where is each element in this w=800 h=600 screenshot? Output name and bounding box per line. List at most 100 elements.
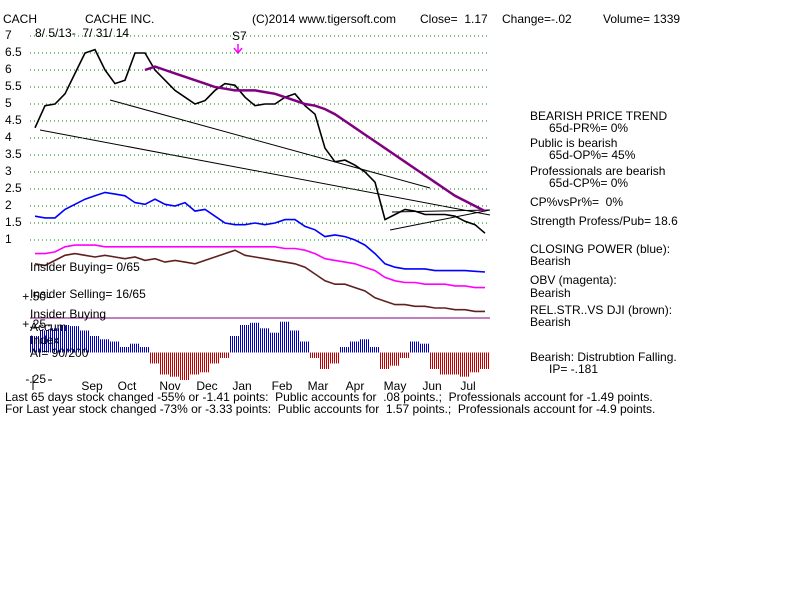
accum-bar: [50, 328, 60, 353]
x-tick-label: Sep: [81, 379, 103, 393]
y-tick-label: 1.5: [5, 215, 22, 229]
side-note: Professionals are bearish: [530, 164, 665, 178]
accum-bar: [120, 347, 130, 353]
accum-bar: [40, 330, 50, 353]
left-note: Insider Buying= 0/65: [30, 260, 140, 274]
y-tick-label: 5: [5, 96, 12, 110]
accum-bar: [130, 343, 140, 353]
accum-bar: [390, 352, 400, 366]
side-note: REL.STR..VS DJI (brown):: [530, 303, 672, 317]
accum-bar: [70, 326, 80, 353]
accum-bar: [230, 336, 240, 353]
trend-line: [109, 99, 431, 189]
accum-bar: [110, 341, 120, 353]
series-line: [144, 65, 486, 213]
signal: S7: [232, 29, 247, 43]
y-tick-label: 7: [5, 28, 12, 42]
accum-bar: [450, 352, 460, 375]
accum-bar: [160, 352, 170, 375]
side-note: IP= -.181: [549, 362, 598, 376]
accum-bar: [150, 352, 160, 364]
side-note: 65d-OP%= 45%: [549, 148, 636, 162]
side-note: BEARISH PRICE TREND: [530, 109, 667, 123]
accum-bar: [140, 347, 150, 353]
trend-line: [39, 129, 491, 216]
accum-bar: [310, 352, 320, 358]
left-note: Insider Buying: [30, 307, 106, 321]
close: Close= 1.17: [420, 12, 488, 26]
accum-bar: [440, 352, 450, 375]
y-tick-label: +.25: [22, 317, 46, 331]
accum-bar: [190, 352, 200, 375]
date-range: 8/ 5/13- 7/ 31/ 14: [35, 26, 129, 40]
y-tick-label: 5.5: [5, 79, 22, 93]
y-tick-label: 2.5: [5, 181, 22, 195]
accum-bar: [260, 328, 270, 353]
series-line: [35, 244, 485, 289]
accum-bar: [370, 347, 380, 353]
left-note: Accum: [30, 320, 67, 334]
change: Change=-.02: [502, 12, 572, 26]
side-note: Public is bearish: [530, 136, 617, 150]
series-line: [34, 249, 485, 313]
y-tick-label: 2: [5, 198, 12, 212]
side-note: CP%vsPr%= 0%: [530, 195, 623, 209]
accum-bar: [350, 341, 360, 353]
y-tick-label: 4: [5, 130, 12, 144]
side-note: CLOSING POWER (blue):: [530, 242, 670, 256]
y-tick-label: 6.5: [5, 45, 22, 59]
volume: Volume= 1339: [603, 12, 680, 26]
side-note: Bearish: [530, 286, 571, 300]
x-tick-label: Jan: [232, 379, 251, 393]
accum-bar: [280, 321, 290, 353]
accum-bar: [270, 332, 280, 353]
accum-bar: [320, 352, 330, 369]
accum-bar: [60, 325, 70, 353]
accum-bar: [400, 352, 410, 358]
accum-bar: [180, 352, 190, 380]
series-line: [34, 191, 486, 273]
y-tick-label: 4.5: [5, 113, 22, 127]
accum-bar: [30, 336, 40, 353]
accum-bar: [250, 322, 260, 353]
copyright: (C)2014 www.tigersoft.com: [252, 12, 396, 26]
accum-bar: [170, 352, 180, 377]
side-note: Bearish: [530, 315, 571, 329]
y-tick-label: 3.5: [5, 147, 22, 161]
x-tick-label: Mar: [308, 379, 329, 393]
left-note: Index: [30, 333, 59, 347]
x-tick-label: Dec: [196, 379, 217, 393]
side-note: 65d-CP%= 0%: [549, 176, 628, 190]
accum-bar: [340, 347, 350, 353]
side-note: OBV (magenta):: [530, 273, 617, 287]
footer-line: Last 65 days stock changed -55% or -1.41…: [5, 390, 653, 404]
accum-bar: [430, 352, 440, 369]
accum-bar: [210, 352, 220, 364]
accum-bar: [420, 343, 430, 353]
x-tick-label: Jul: [460, 379, 475, 393]
left-note: Insider Selling= 16/65: [30, 287, 146, 301]
footer-line: For Last year stock changed -73% or -3.3…: [5, 402, 655, 416]
accum-bar: [480, 352, 490, 369]
triangle: [389, 209, 491, 231]
accum-bar: [290, 330, 300, 353]
y-tick-label: +.50: [22, 290, 46, 304]
accum-bar: [360, 339, 370, 353]
accum-bar: [470, 352, 480, 373]
x-tick-label: Oct: [118, 379, 137, 393]
accum-bar: [460, 352, 470, 377]
accum-bar: [80, 330, 90, 353]
y-tick-label: 3: [5, 164, 12, 178]
x-tick-label: May: [384, 379, 407, 393]
y-tick-label: -.25: [25, 372, 46, 386]
side-note: Bearish: Distrubtion Falling.: [530, 350, 677, 364]
accum-bar: [380, 352, 390, 369]
series-line: [34, 48, 486, 234]
y-tick-label: 6: [5, 62, 12, 76]
x-tick-label: Feb: [272, 379, 293, 393]
x-tick-label: Jun: [422, 379, 441, 393]
side-note: Strength Profess/Pub= 18.6: [530, 214, 678, 228]
side-note: 65d-PR%= 0%: [549, 121, 628, 135]
x-tick-label: Nov: [159, 379, 180, 393]
